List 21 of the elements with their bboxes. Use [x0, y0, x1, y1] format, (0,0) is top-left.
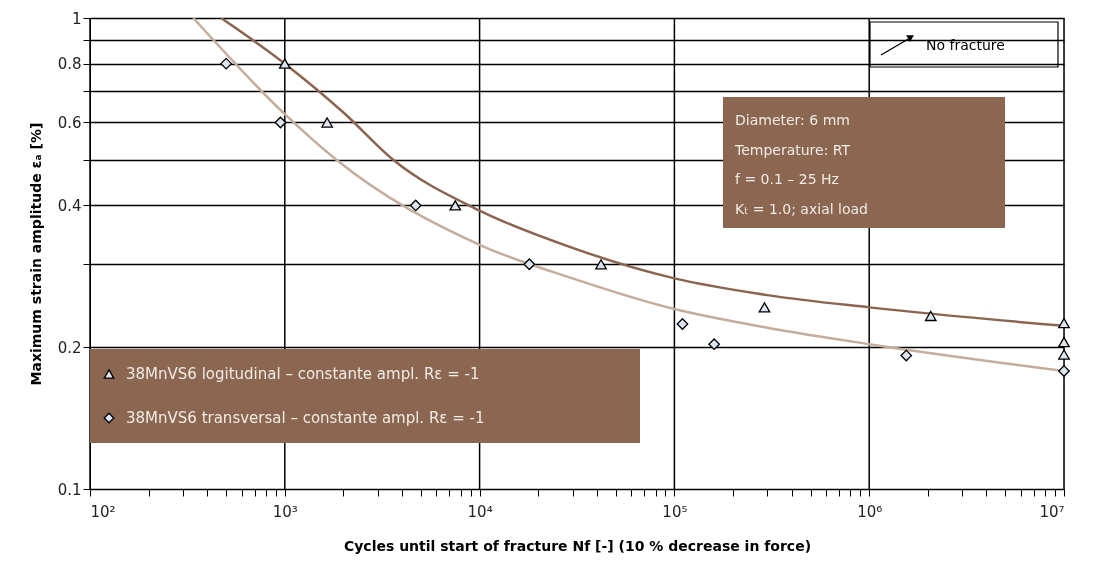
x-axis-title: Cycles until start of fracture Nf [-] (10 % decrease in force)	[343, 537, 812, 554]
y-axis-title: Maximum strain amplitude εₐ [%]	[27, 122, 44, 386]
y-tick-label: 0.1	[57, 480, 82, 499]
legend-label: 38MnVS6 logitudinal – constante ampl. Rε = -1	[126, 365, 480, 383]
x-tick-label: 10⁶	[857, 502, 883, 521]
legend-label: 38MnVS6 transversal – constante ampl. Rε = -1	[126, 409, 485, 427]
y-tick-label: 0.8	[57, 55, 82, 74]
annotation: Temperature: RT	[734, 141, 851, 158]
annotation: Kₜ = 1.0; axial load	[735, 200, 868, 217]
y-tick-label: 1	[71, 9, 82, 28]
x-tick-label: 10²	[90, 502, 116, 521]
annotation: No fracture	[926, 37, 1005, 53]
x-tick-label: 10⁵	[662, 502, 688, 521]
y-tick-label: 0.4	[57, 196, 82, 215]
x-tick-label: 10⁴	[467, 502, 493, 521]
x-tick-label: 10⁷	[1039, 502, 1065, 521]
annotation: Diameter: 6 mm	[735, 112, 850, 128]
annotation: f = 0.1 – 25 Hz	[735, 171, 839, 187]
y-tick-label: 0.6	[57, 113, 82, 132]
y-tick-label: 0.2	[57, 338, 82, 357]
x-tick-label: 10³	[272, 502, 298, 521]
